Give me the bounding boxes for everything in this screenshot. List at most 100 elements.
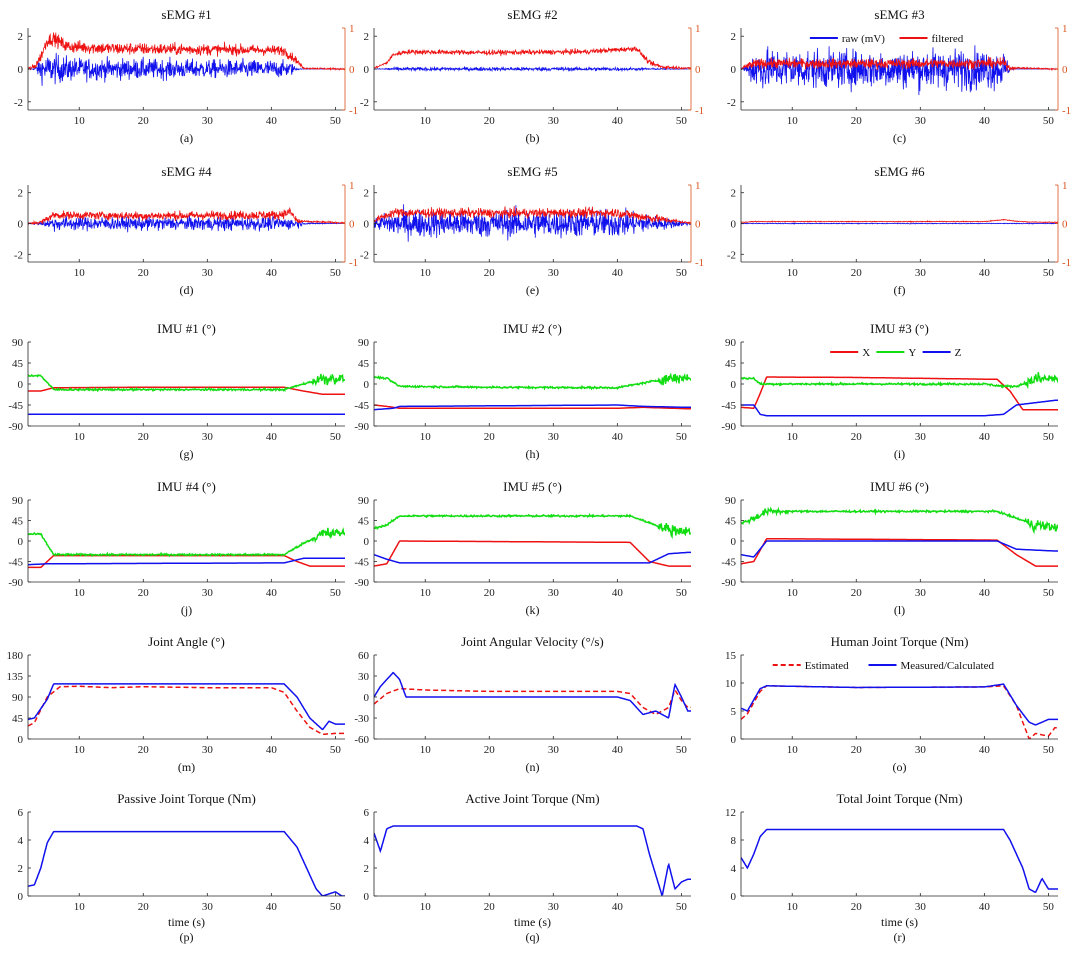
subplot-q: 10 20 30 40 50 0 2 4 6 Active Joint Torque (Nm) ti… bbox=[364, 791, 691, 944]
subplot-title: sEMG #6 bbox=[874, 164, 925, 179]
subplot-title: sEMG #4 bbox=[161, 164, 212, 179]
x-tick-label: 50 bbox=[330, 744, 342, 756]
plot-area bbox=[374, 204, 691, 242]
subplot-b: 10 20 30 40 50 -2 0 2 -1 0 1 sEMG #2 (b) bbox=[360, 7, 704, 145]
x-axis-label: time (s) bbox=[514, 915, 551, 929]
y-tick-label: 10 bbox=[725, 678, 737, 690]
x-tick-label: 50 bbox=[1043, 587, 1055, 599]
x-axis-label: time (s) bbox=[168, 915, 205, 929]
y-tick-label: 4 bbox=[364, 835, 370, 847]
y-tick-label: 45 bbox=[12, 358, 24, 370]
y-tick-label: 5 bbox=[731, 706, 737, 718]
x-tick-label: 40 bbox=[612, 744, 624, 756]
x-tick-label: 10 bbox=[420, 431, 432, 443]
y2-tick-label: -1 bbox=[349, 105, 358, 117]
y-tick-label: 45 bbox=[358, 358, 370, 370]
x-tick-label: 10 bbox=[74, 115, 86, 127]
series-line-filtered bbox=[28, 207, 345, 226]
subplot-caption: (n) bbox=[526, 760, 540, 774]
series-line-value bbox=[374, 825, 691, 896]
series-line-x bbox=[374, 540, 691, 567]
series-line-z bbox=[741, 399, 1058, 417]
subplot-caption: (e) bbox=[526, 283, 539, 297]
y-tick-label: 90 bbox=[358, 337, 370, 349]
y-tick-label: 12 bbox=[725, 807, 736, 819]
x-tick-label: 50 bbox=[1043, 115, 1055, 127]
y-tick-label: -45 bbox=[721, 400, 736, 412]
x-tick-label: 30 bbox=[915, 901, 927, 913]
x-tick-label: 30 bbox=[915, 587, 927, 599]
x-tick-label: 10 bbox=[787, 267, 799, 279]
y-tick-label: 0 bbox=[364, 219, 370, 231]
series-line-y bbox=[28, 373, 345, 393]
series-line-x bbox=[374, 404, 691, 410]
plot-area bbox=[741, 45, 1058, 96]
legend-label: Measured/Calculated bbox=[901, 660, 995, 672]
x-tick-label: 20 bbox=[484, 431, 496, 443]
y-tick-label: 0 bbox=[364, 692, 370, 704]
x-tick-label: 30 bbox=[202, 587, 214, 599]
plot-area bbox=[28, 526, 345, 569]
y2-tick-label: -1 bbox=[1062, 105, 1071, 117]
x-tick-label: 10 bbox=[787, 115, 799, 127]
y-tick-label: 0 bbox=[731, 734, 737, 746]
y2-tick-label: 0 bbox=[349, 219, 355, 231]
subplot-caption: (b) bbox=[526, 131, 540, 145]
legend-label: Z bbox=[955, 347, 962, 359]
x-tick-label: 50 bbox=[1043, 267, 1055, 279]
y-tick-label: 30 bbox=[358, 671, 370, 683]
legend-label: Y bbox=[908, 347, 916, 359]
legend-label: X bbox=[862, 347, 870, 359]
y2-tick-label: 1 bbox=[349, 180, 355, 192]
x-tick-label: 10 bbox=[420, 587, 432, 599]
subplot-caption: (i) bbox=[894, 447, 905, 461]
y-tick-label: -2 bbox=[360, 249, 369, 261]
subplot-title: Joint Angular Velocity (°/s) bbox=[461, 634, 604, 649]
plot-area bbox=[374, 46, 691, 73]
x-tick-label: 10 bbox=[787, 587, 799, 599]
x-tick-label: 40 bbox=[612, 267, 624, 279]
y-tick-label: 45 bbox=[725, 358, 737, 370]
legend: X Y Z bbox=[830, 347, 962, 359]
plot-area bbox=[374, 512, 691, 567]
x-tick-label: 30 bbox=[202, 267, 214, 279]
y-tick-label: -60 bbox=[354, 734, 369, 746]
y-tick-label: 2 bbox=[364, 31, 370, 43]
x-tick-label: 30 bbox=[548, 744, 560, 756]
series-line-z bbox=[28, 557, 345, 566]
x-tick-label: 30 bbox=[915, 267, 927, 279]
subplot-k: 10 20 30 40 50 -90 -45 0 45 90 IMU #5 (°) (k) bbox=[354, 479, 691, 617]
series-line-y bbox=[28, 526, 345, 558]
x-tick-label: 10 bbox=[420, 115, 432, 127]
x-tick-label: 20 bbox=[851, 115, 863, 127]
x-tick-label: 20 bbox=[484, 744, 496, 756]
y-tick-label: 8 bbox=[731, 835, 737, 847]
y-tick-label: 180 bbox=[7, 650, 24, 662]
series-line-value bbox=[28, 830, 345, 896]
series-line-z bbox=[374, 551, 691, 564]
series-line-estimated bbox=[741, 685, 1058, 739]
subplot-m: 10 20 30 40 50 0 45 90 135 180 Joint Angle (°) (m) bbox=[7, 634, 345, 774]
subplot-r: 10 20 30 40 50 0 4 8 12 Total Joint Torque (Nm) ti… bbox=[725, 791, 1058, 944]
series-line-raw-mv- bbox=[28, 52, 345, 86]
plot-area bbox=[374, 671, 691, 719]
y-tick-label: -90 bbox=[721, 421, 736, 433]
y2-tick-label: 0 bbox=[1062, 219, 1068, 231]
x-tick-label: 50 bbox=[330, 587, 342, 599]
series-line-y bbox=[374, 512, 691, 540]
y-tick-label: 0 bbox=[18, 219, 24, 231]
y-tick-label: 4 bbox=[18, 835, 24, 847]
x-tick-label: 10 bbox=[787, 901, 799, 913]
subplot-title: IMU #5 (°) bbox=[503, 479, 562, 494]
y-tick-label: 90 bbox=[12, 337, 24, 349]
subplot-n: 10 20 30 40 50 -60 -30 0 30 60 Joint Angular Veloc… bbox=[354, 634, 691, 774]
subplot-title: IMU #1 (°) bbox=[157, 321, 216, 336]
y-tick-label: -45 bbox=[354, 400, 369, 412]
x-tick-label: 20 bbox=[851, 267, 863, 279]
y-tick-label: 4 bbox=[731, 863, 737, 875]
series-line-filtered bbox=[374, 206, 691, 225]
x-tick-label: 50 bbox=[676, 744, 688, 756]
x-tick-label: 10 bbox=[74, 267, 86, 279]
x-tick-label: 30 bbox=[202, 744, 214, 756]
y-tick-label: 45 bbox=[12, 516, 24, 528]
